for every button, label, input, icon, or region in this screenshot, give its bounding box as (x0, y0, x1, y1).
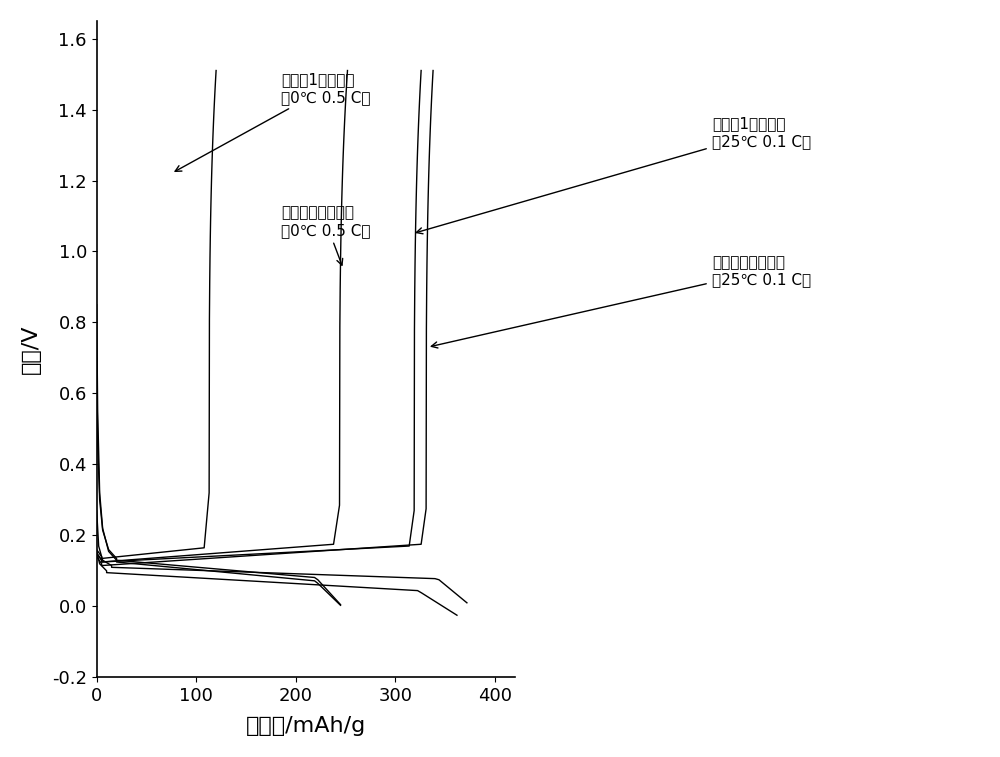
Y-axis label: 电压/V: 电压/V (21, 324, 41, 374)
Text: 实施例1充电曲线
（0℃ 0.5 C）: 实施例1充电曲线 （0℃ 0.5 C） (175, 72, 370, 171)
Text: 实施例1充电曲线
（25℃ 0.1 C）: 实施例1充电曲线 （25℃ 0.1 C） (416, 117, 811, 234)
Text: 对比例的充电曲线
（0℃ 0.5 C）: 对比例的充电曲线 （0℃ 0.5 C） (281, 205, 370, 265)
X-axis label: 比容量/mAh/g: 比容量/mAh/g (246, 716, 366, 736)
Text: 对比例的充电曲线
（25℃ 0.1 C）: 对比例的充电曲线 （25℃ 0.1 C） (431, 255, 811, 348)
